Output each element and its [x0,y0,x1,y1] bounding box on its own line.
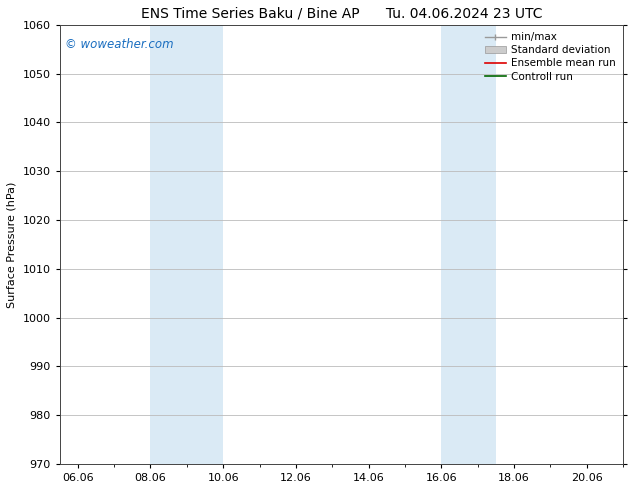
Text: © woweather.com: © woweather.com [65,38,174,51]
Bar [150,25,223,464]
Y-axis label: Surface Pressure (hPa): Surface Pressure (hPa) [7,181,17,308]
Title: ENS Time Series Baku / Bine AP      Tu. 04.06.2024 23 UTC: ENS Time Series Baku / Bine AP Tu. 04.06… [141,7,542,21]
Legend: min/max, Standard deviation, Ensemble mean run, Controll run: min/max, Standard deviation, Ensemble me… [481,28,620,86]
Bar [441,25,496,464]
